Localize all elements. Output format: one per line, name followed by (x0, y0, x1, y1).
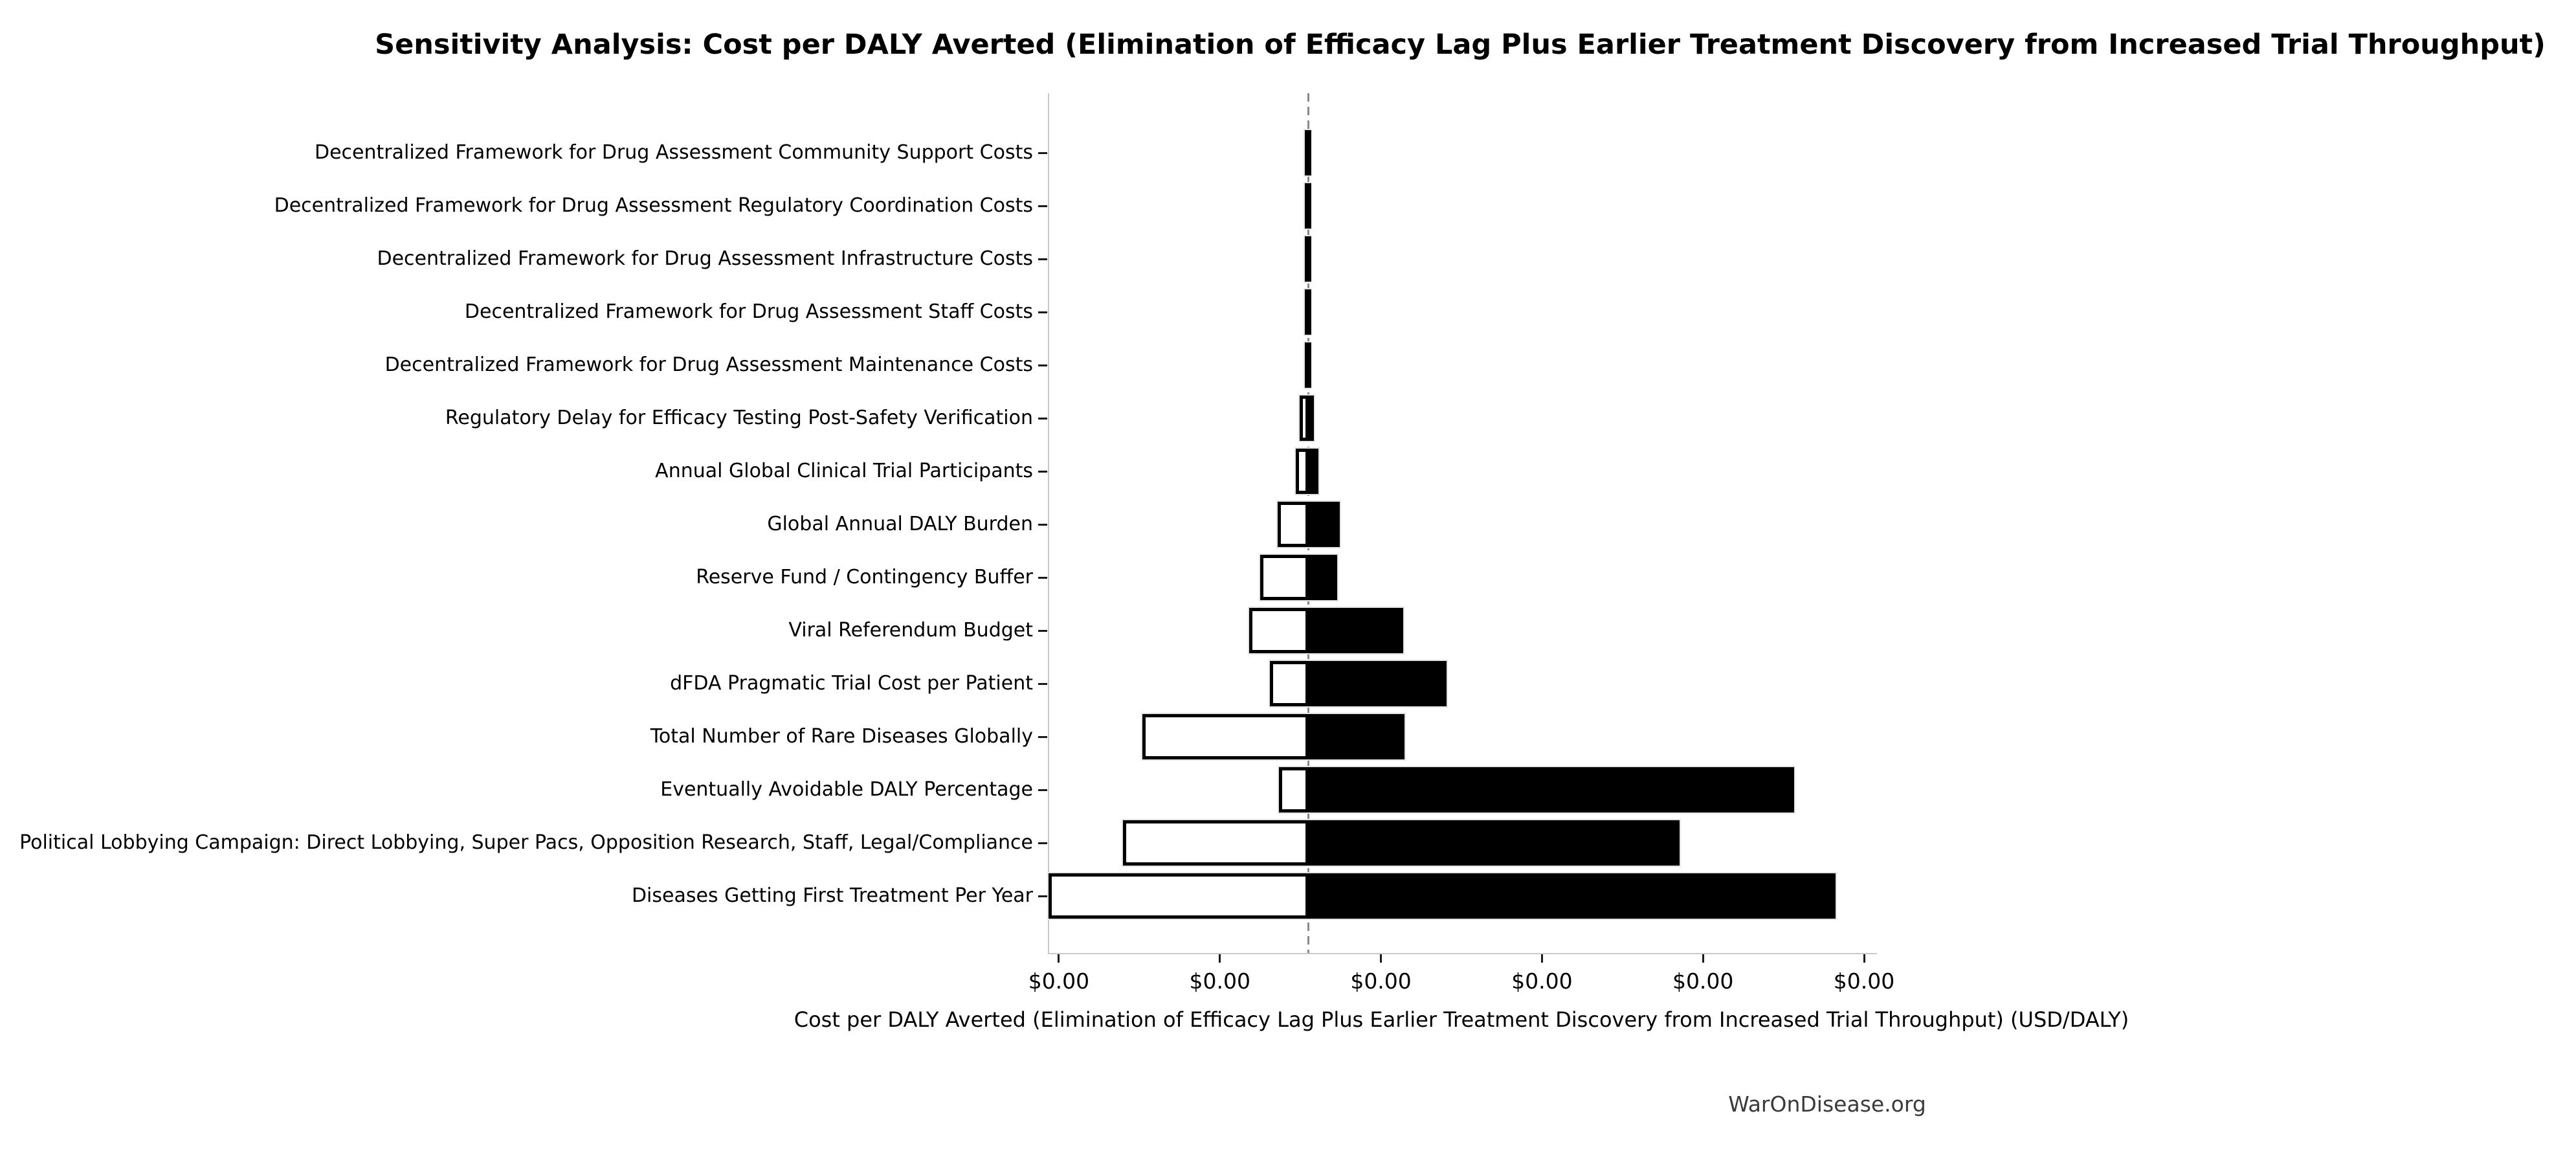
tornado-bar-row (1304, 342, 1311, 388)
tornado-bar-row (1260, 555, 1338, 600)
y-tick-label: Eventually Avoidable DALY Percentage (660, 778, 1033, 801)
tornado-bar-row (1249, 608, 1403, 653)
low-value-bar (1142, 714, 1309, 759)
tornado-bar-row (1304, 236, 1311, 282)
y-tick-label: Decentralized Framework for Drug Assessm… (315, 141, 1033, 164)
x-tick-mark (1219, 954, 1221, 963)
high-value-bar (1308, 236, 1310, 282)
high-value-bar (1308, 661, 1447, 706)
low-value-bar (1299, 396, 1309, 441)
x-tick-mark (1702, 954, 1704, 963)
tornado-bar-row (1278, 767, 1794, 812)
tornado-bar-row (1269, 661, 1447, 706)
low-value-bar (1123, 820, 1309, 866)
y-tick-label: Global Annual DALY Burden (767, 513, 1033, 535)
low-value-bar (1278, 767, 1309, 812)
tornado-bar-row (1277, 502, 1340, 547)
high-value-bar (1308, 342, 1310, 388)
y-tick-mark (1038, 205, 1047, 207)
high-value-bar (1308, 449, 1318, 494)
y-tick-label: Annual Global Clinical Trial Participant… (655, 460, 1033, 482)
y-tick-label: Diseases Getting First Treatment Per Yea… (631, 884, 1033, 907)
y-tick-mark (1038, 576, 1047, 579)
low-value-bar (1277, 502, 1309, 547)
y-tick-mark (1038, 682, 1047, 685)
y-tick-mark (1038, 789, 1047, 791)
tornado-bar-row (1123, 820, 1680, 866)
y-tick-label: Reserve Fund / Contingency Buffer (696, 566, 1033, 588)
x-tick-label: $0.00 (1672, 968, 1734, 994)
low-value-bar (1260, 555, 1309, 600)
high-value-bar (1308, 289, 1310, 335)
y-tick-label: Decentralized Framework for Drug Assessm… (464, 300, 1033, 323)
y-tick-label: Total Number of Rare Diseases Globally (650, 725, 1033, 748)
low-value-bar (1249, 608, 1309, 653)
y-tick-label: Regulatory Delay for Efficacy Testing Po… (445, 407, 1033, 429)
y-tick-mark (1038, 842, 1047, 844)
x-tick-label: $0.00 (1028, 968, 1090, 994)
high-value-bar (1308, 767, 1794, 812)
tornado-bar-row (1304, 289, 1311, 335)
watermark-text: WarOnDisease.org (1728, 1091, 1926, 1117)
x-tick-mark (1540, 954, 1543, 963)
y-axis-spine (1048, 93, 1049, 954)
high-value-bar (1308, 502, 1340, 547)
high-value-bar (1308, 608, 1403, 653)
y-tick-mark (1038, 470, 1047, 473)
y-tick-mark (1038, 895, 1047, 897)
tornado-bar-row (1142, 714, 1405, 759)
y-tick-label: Decentralized Framework for Drug Assessm… (377, 247, 1033, 270)
y-tick-mark (1038, 258, 1047, 260)
y-tick-mark (1038, 735, 1047, 738)
x-tick-mark (1380, 954, 1382, 963)
high-value-bar (1308, 183, 1310, 229)
x-tick-label: $0.00 (1189, 968, 1250, 994)
tornado-bar-row (1304, 183, 1311, 229)
high-value-bar (1308, 555, 1338, 600)
x-tick-label: $0.00 (1511, 968, 1573, 994)
high-value-bar (1308, 820, 1680, 866)
x-axis-label: Cost per DALY Averted (Elimination of Ef… (794, 1007, 2129, 1032)
x-tick-mark (1863, 954, 1865, 963)
x-axis-spine (1048, 953, 1877, 954)
y-tick-label: dFDA Pragmatic Trial Cost per Patient (670, 672, 1033, 695)
high-value-bar (1308, 396, 1314, 441)
x-tick-label: $0.00 (1833, 968, 1895, 994)
y-tick-mark (1038, 151, 1047, 154)
y-tick-label: Decentralized Framework for Drug Assessm… (274, 194, 1033, 217)
x-tick-label: $0.00 (1350, 968, 1412, 994)
low-value-bar (1049, 873, 1309, 919)
tornado-bar-row (1304, 130, 1311, 175)
y-tick-label: Political Lobbying Campaign: Direct Lobb… (19, 831, 1033, 854)
high-value-bar (1308, 130, 1310, 175)
tornado-bar-row (1295, 449, 1318, 494)
tornado-bar-row (1299, 396, 1314, 441)
tornado-bar-row (1049, 873, 1836, 919)
y-tick-mark (1038, 629, 1047, 632)
high-value-bar (1308, 873, 1836, 919)
y-tick-label: Viral Referendum Budget (788, 619, 1033, 642)
y-tick-mark (1038, 311, 1047, 313)
chart-title: Sensitivity Analysis: Cost per DALY Aver… (375, 28, 2546, 61)
x-tick-mark (1058, 954, 1060, 963)
low-value-bar (1295, 449, 1309, 494)
y-tick-label: Decentralized Framework for Drug Assessm… (384, 353, 1033, 376)
y-tick-mark (1038, 417, 1047, 420)
high-value-bar (1308, 714, 1405, 759)
low-value-bar (1269, 661, 1309, 706)
y-tick-mark (1038, 364, 1047, 366)
y-tick-mark (1038, 523, 1047, 526)
